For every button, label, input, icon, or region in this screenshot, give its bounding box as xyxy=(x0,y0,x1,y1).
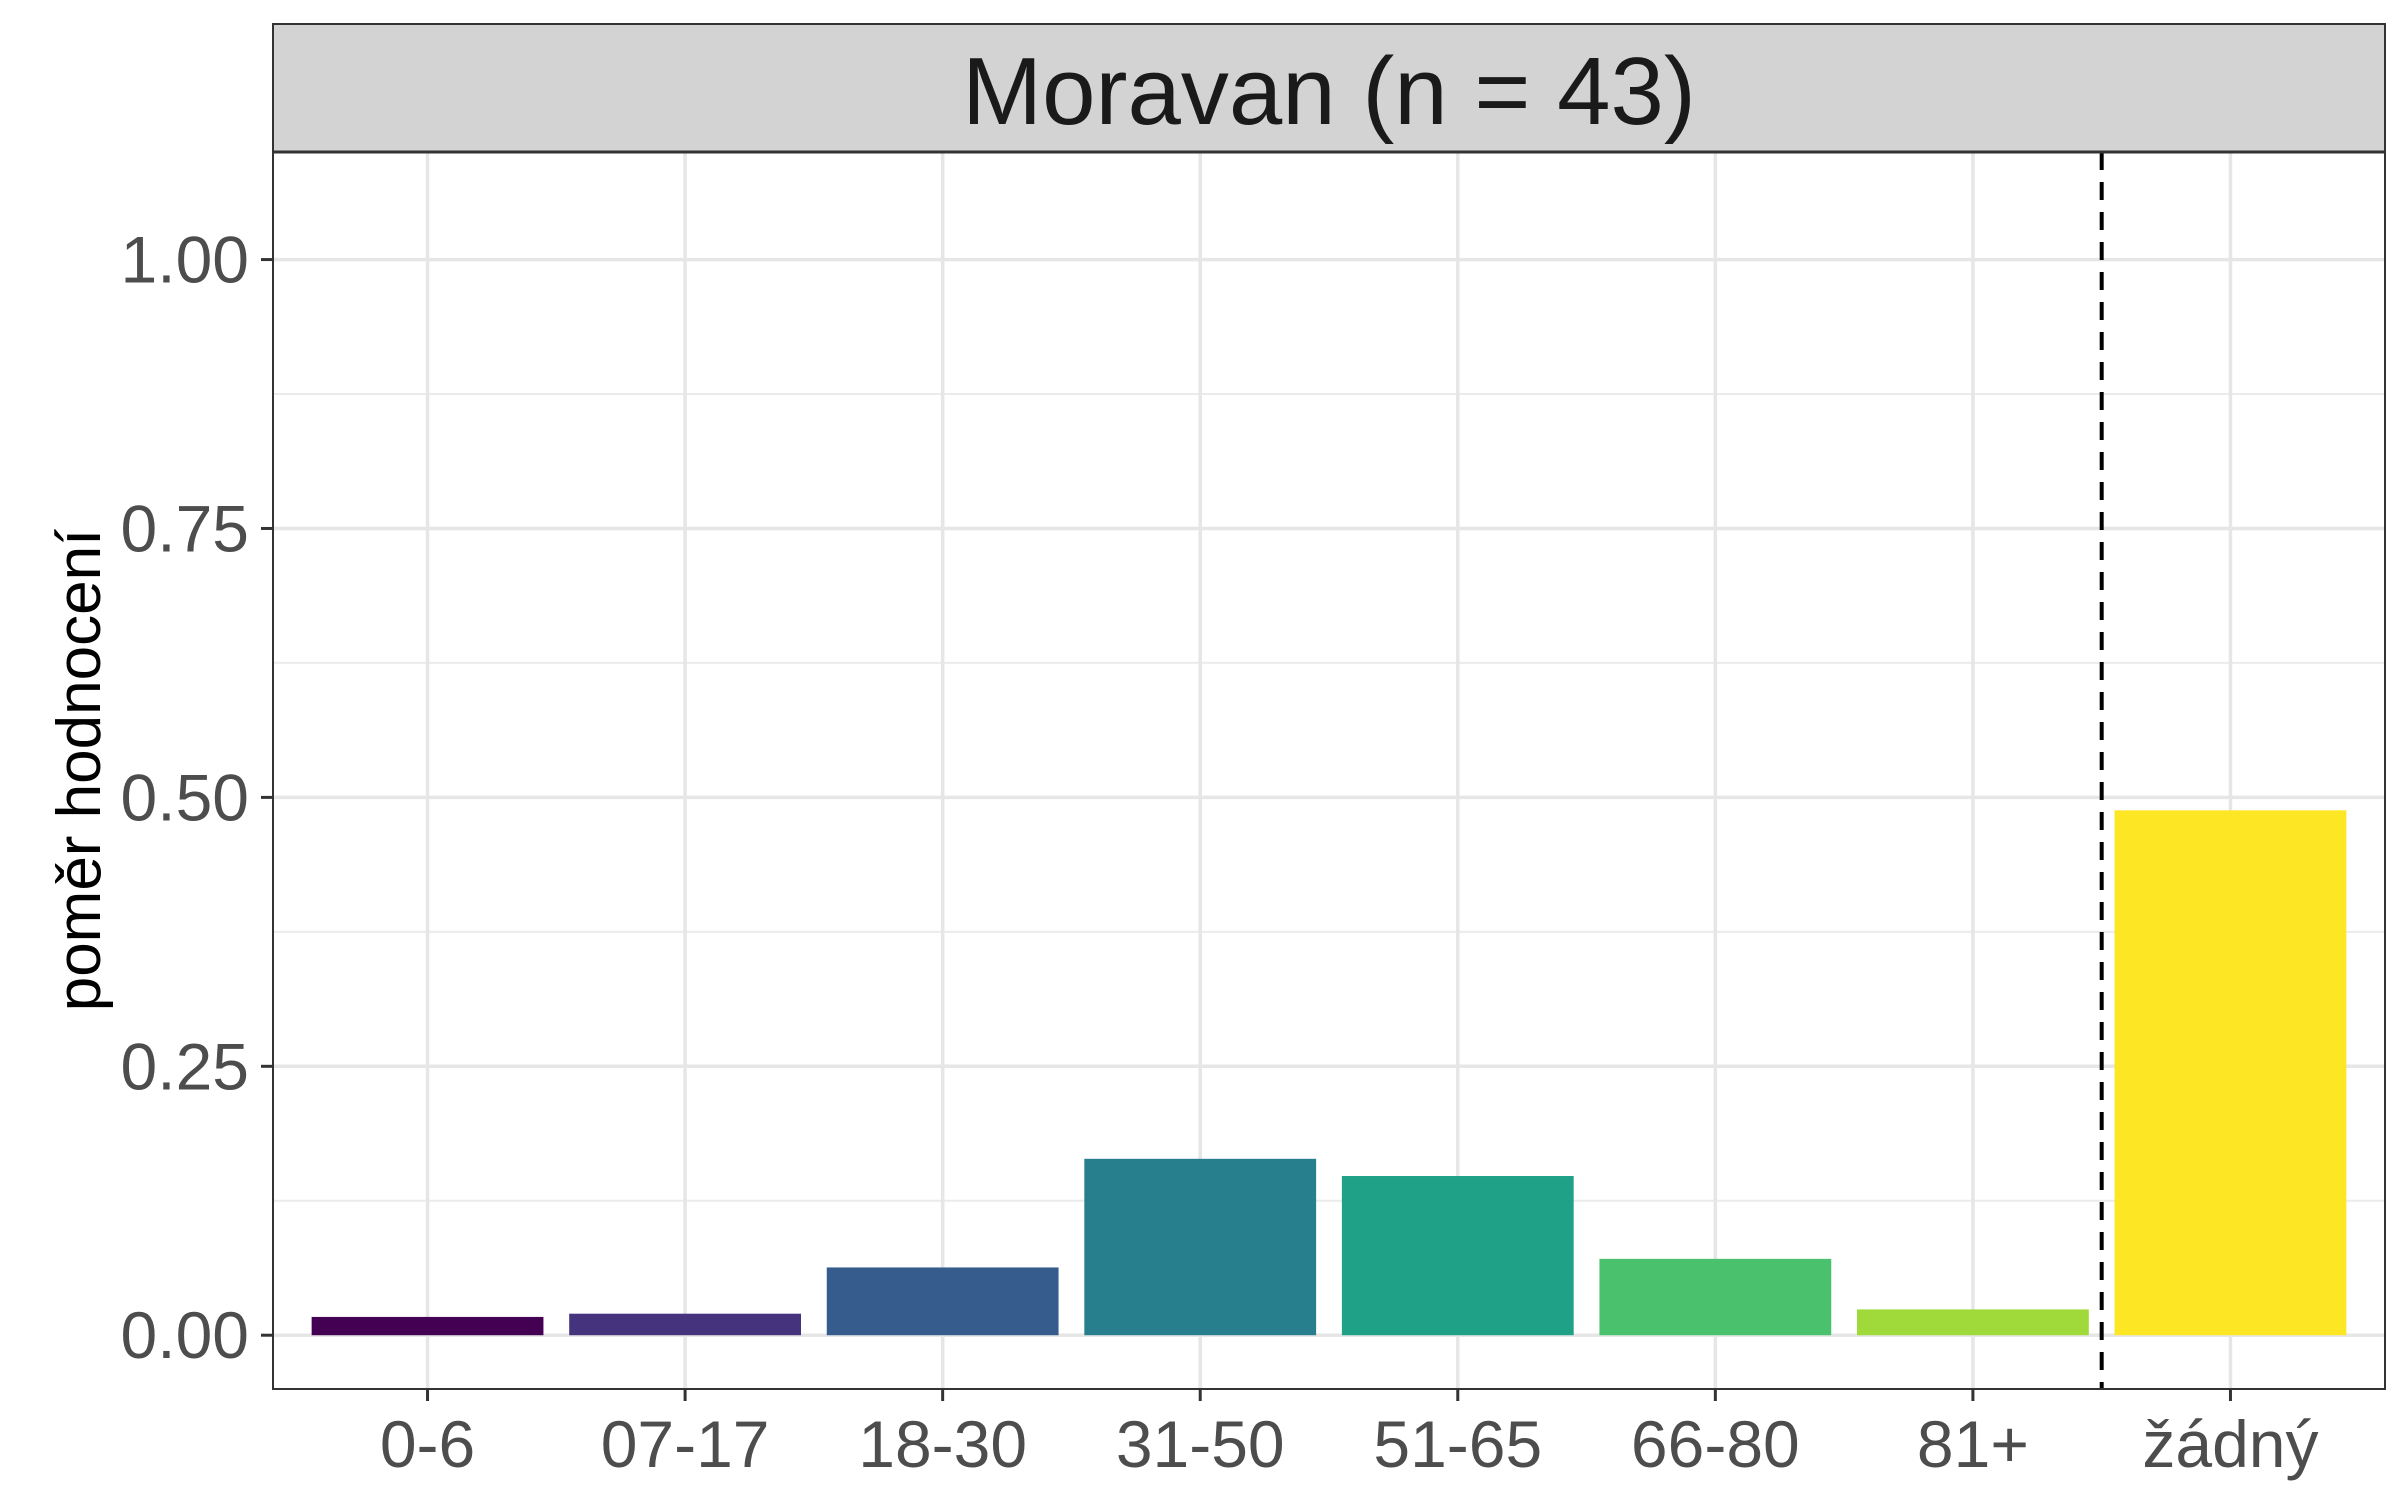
panel-border xyxy=(272,23,2386,1390)
bars xyxy=(311,810,2347,1336)
x-tick-label: žádný xyxy=(2142,1407,2318,1481)
bar-31-50 xyxy=(1084,1158,1317,1336)
y-axis: 0.00 0.25 0.50 0.75 1.00 xyxy=(121,223,273,1372)
bar-18-30 xyxy=(826,1267,1059,1336)
grid-minor xyxy=(273,393,2385,1202)
bar-žádný xyxy=(2114,810,2347,1336)
bar-0-6 xyxy=(311,1316,544,1336)
x-tick-label: 81+ xyxy=(1917,1407,2029,1481)
x-tick-label: 51-65 xyxy=(1373,1407,1542,1481)
y-axis-label: poměr hodnocení xyxy=(45,529,114,1012)
x-tick-label: 18-30 xyxy=(858,1407,1027,1481)
y-tick-label: 0.75 xyxy=(121,491,249,565)
bar-81+ xyxy=(1857,1309,2089,1336)
bar-66-80 xyxy=(1599,1258,1832,1336)
bar-07-17 xyxy=(569,1313,801,1336)
y-tick-label: 0.50 xyxy=(121,760,249,834)
facet-title: Moravan (n = 43) xyxy=(962,38,1696,145)
y-tick-label: 0.25 xyxy=(121,1029,249,1103)
x-axis: 0-6 07-17 18-30 31-50 51-65 66-80 81+ žádný xyxy=(380,1389,2319,1481)
bar-51-65 xyxy=(1341,1176,1574,1336)
y-tick-label: 1.00 xyxy=(121,223,249,297)
plot-panel xyxy=(273,152,2385,1389)
x-tick-label: 66-80 xyxy=(1631,1407,1800,1481)
y-tick-label: 0.00 xyxy=(121,1298,249,1372)
x-tick-label: 07-17 xyxy=(601,1407,770,1481)
x-tick-label: 0-6 xyxy=(380,1407,475,1481)
facet-strip xyxy=(273,24,2385,152)
x-tick-label: 31-50 xyxy=(1116,1407,1285,1481)
grid-major xyxy=(273,152,2385,1389)
